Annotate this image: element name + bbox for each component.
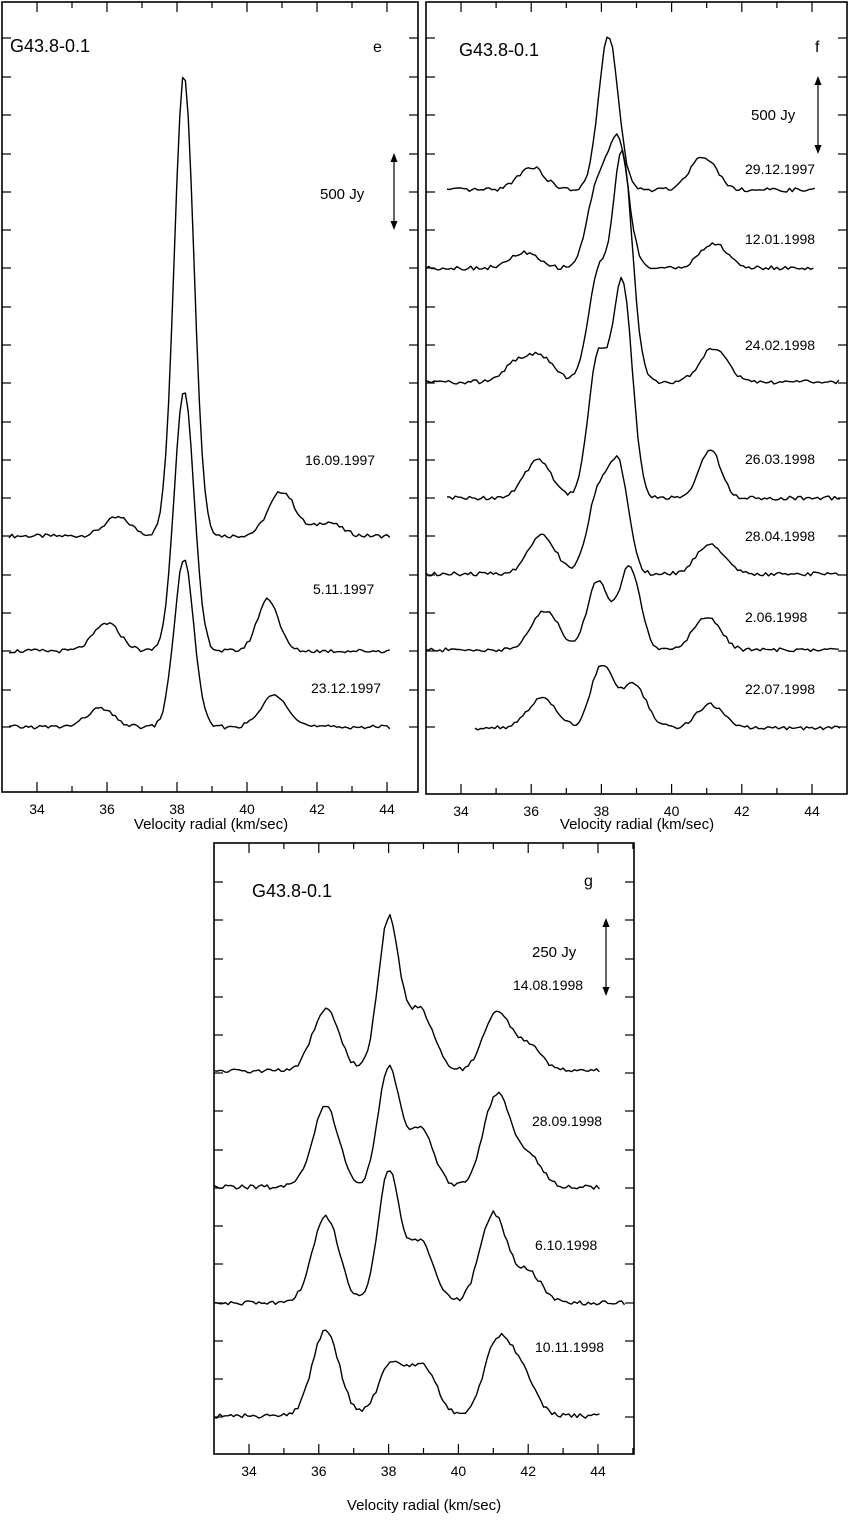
x-tick-label: 42 [520,1463,536,1479]
x-tick-label: 38 [169,801,185,817]
scale-bar-arrowhead-bottom [814,145,822,154]
spectrum-date-label: 2.06.1998 [745,609,807,625]
scale-bar-arrowhead-top [814,76,822,85]
x-tick-label: 42 [309,801,325,817]
spectrum-trace [474,665,841,731]
x-axis-label: Velocity radial (km/sec) [347,1497,501,1514]
spectrum-date-label: 23.12.1997 [311,680,381,696]
spectrum-date-label: 16.09.1997 [305,452,375,468]
scale-bar-label: 500 Jy [320,186,365,203]
spectrum-trace [425,455,840,577]
spectrum-date-label: 24.02.1998 [745,337,815,353]
scale-bar-arrowhead-top [390,153,398,162]
x-tick-label: 38 [594,803,610,819]
spectrum-trace [446,36,815,193]
spectrum-trace [213,1064,600,1190]
spectrum-date-label: 29.12.1997 [745,161,815,177]
panel-f: 34 36 38 40 42 44 G43.8-0.1 f 500 Jy Velocity rad… [425,1,848,833]
x-tick-label: 44 [590,1463,606,1479]
source-name: G43.8-0.1 [10,36,90,56]
x-tick-label: 34 [29,801,45,817]
x-tick-label: 34 [453,803,469,819]
panel-letter: e [373,39,382,56]
panel-e-frame [1,1,419,793]
x-tick-label: 44 [804,803,820,819]
spectrum-trace [213,914,600,1074]
x-tick-label: 40 [239,801,255,817]
x-tick-label: 36 [311,1463,327,1479]
spectrum-trace [213,1170,626,1306]
panel-letter: g [584,873,593,890]
x-tick-label: 42 [734,803,750,819]
scale-bar-arrowhead-bottom [602,987,610,996]
x-tick-label: 36 [99,801,115,817]
spectrum-date-label: 6.10.1998 [535,1237,597,1253]
spectrum-trace [425,133,814,271]
x-axis-label: Velocity radial (km/sec) [560,816,714,833]
spectrum-date-label: 26.03.1998 [745,451,815,467]
spectrum-date-label: 10.11.1998 [535,1339,604,1355]
scale-bar-arrowhead-top [602,918,610,927]
x-tick-label: 34 [241,1463,257,1479]
spectrum-date-label: 12.01.1998 [745,231,815,247]
x-tick-label: 36 [523,803,539,819]
spectrum-date-label: 14.08.1998 [513,977,583,993]
panel-g-frame [213,842,635,1455]
panel-g: 34 36 38 40 42 44 G43.8-0.1 g 250 Jy Velocity rad… [213,842,635,1514]
spectrum-trace [446,276,841,501]
scale-bar-label: 500 Jy [751,107,796,124]
spectrum-date-label: 22.07.1998 [745,681,815,697]
x-tick-label: 44 [379,801,395,817]
source-name: G43.8-0.1 [252,881,332,901]
source-name: G43.8-0.1 [459,40,539,60]
spectrum-trace [425,565,839,653]
spectrum-trace [8,559,391,730]
panel-e: 34 36 38 40 42 44 G43.8-0.1 e 500 Jy Velocity rad… [1,1,419,833]
x-tick-label: 40 [664,803,680,819]
x-axis-label: Velocity radial (km/sec) [134,816,288,833]
x-tick-label: 38 [381,1463,397,1479]
spectrum-date-label: 28.04.1998 [745,528,815,544]
spectrum-trace [425,149,840,385]
spectrum-trace [213,1329,600,1419]
scale-bar-label: 250 Jy [532,944,577,961]
spectrum-date-label: 28.09.1998 [532,1113,602,1129]
spectrum-date-label: 5.11.1997 [313,581,374,597]
spectrum-trace [8,76,391,539]
scale-bar-arrowhead-bottom [390,221,398,230]
panel-letter: f [815,39,820,56]
spectrum-trace [8,392,390,654]
x-tick-label: 40 [451,1463,467,1479]
